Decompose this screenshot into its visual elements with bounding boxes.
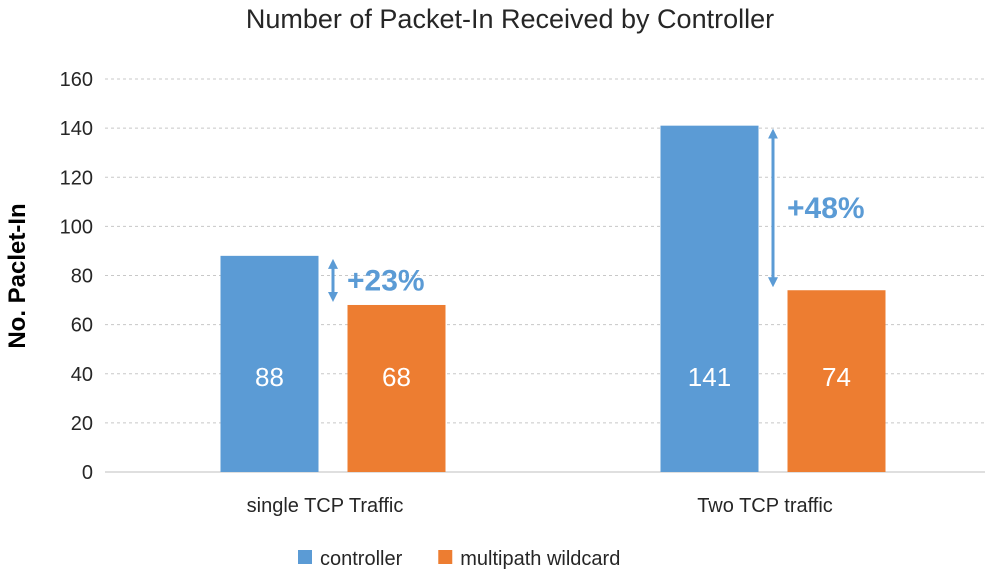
annotations: +23% +48% [328, 128, 865, 302]
x-axis-categories: single TCP Traffic Two TCP traffic [247, 495, 833, 517]
legend-swatch [298, 550, 312, 564]
y-tick-label: 120 [60, 167, 93, 189]
y-tick-label: 100 [60, 216, 93, 238]
bar-multipath-wildcard [787, 290, 886, 472]
legend: controller multipath wildcard [298, 548, 620, 570]
legend-swatch [438, 550, 453, 564]
legend-label: controller [320, 548, 403, 570]
bar-controller [660, 125, 759, 472]
legend-label: multipath wildcard [460, 548, 620, 570]
y-axis-label: No. Paclet-In [4, 203, 31, 348]
bar-multipath-wildcard [347, 304, 446, 472]
bars [220, 125, 886, 472]
x-category-label: single TCP Traffic [247, 495, 404, 517]
y-axis-ticks: 0 20 40 60 80 100 120 140 160 [60, 69, 93, 484]
y-tick-label: 0 [82, 462, 93, 484]
y-tick-label: 160 [60, 69, 93, 91]
y-tick-label: 40 [71, 364, 93, 386]
bar-value-label: 74 [822, 362, 851, 392]
chart-title: Number of Packet-In Received by Controll… [246, 4, 774, 34]
y-tick-label: 20 [71, 413, 93, 435]
x-category-label: Two TCP traffic [697, 495, 833, 517]
y-tick-label: 60 [71, 315, 93, 337]
y-tick-label: 140 [60, 118, 93, 140]
bar-value-label: 68 [382, 362, 411, 392]
bar-controller [220, 255, 319, 472]
bar-value-label: 88 [255, 362, 284, 392]
bar-value-labels: 88 68 141 74 [255, 362, 851, 392]
difference-label: +23% [347, 264, 425, 297]
difference-label: +48% [787, 192, 865, 225]
bar-value-label: 141 [688, 362, 731, 392]
y-tick-label: 80 [71, 266, 93, 288]
